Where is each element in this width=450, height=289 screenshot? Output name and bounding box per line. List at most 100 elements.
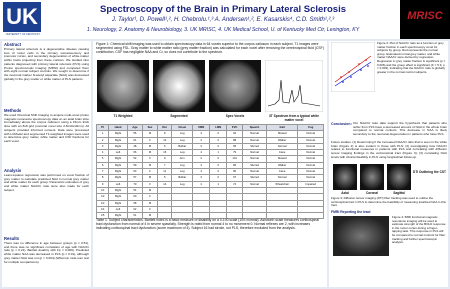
- table-cell: 4: [191, 136, 211, 144]
- column-header: Cog: [297, 123, 324, 132]
- table-cell: Normal: [297, 155, 324, 163]
- badge: MRISC: [407, 10, 443, 22]
- table-cell: 66: [126, 149, 144, 157]
- methods-heading: Methods: [4, 108, 22, 113]
- table-cell: Normal: [297, 168, 324, 176]
- table-cell: 62: [126, 205, 144, 214]
- table-cell: Left: [108, 205, 128, 214]
- analysis-heading: Analysis: [4, 168, 22, 173]
- table-row: 9 Left 70 F 14 Leg 4 1 74 Normal Wheelchair Impaire…: [95, 180, 324, 188]
- table-row: 1 Right 55 M 8 Leg 4 0 92 Normal Slowed Normal: [95, 130, 324, 138]
- figure3-label: Coronal: [365, 191, 379, 195]
- figure3-sub: FMRI Reporting the tract: [331, 210, 371, 214]
- table-cell: Right: [108, 174, 128, 182]
- table-row: C3 Right 58 M: [95, 199, 324, 207]
- table-cell: 4: [191, 130, 211, 138]
- abstract-heading: Abstract: [4, 42, 21, 47]
- table-cell: F: [142, 205, 158, 214]
- table-cell: Right: [108, 155, 128, 163]
- figure3-label: DTI Outlining the CST: [413, 170, 446, 174]
- table-cell: 51: [126, 212, 144, 220]
- table-row: C2 Right 60 F: [95, 193, 324, 201]
- header-row: Pt Hand Age Sex Dur Onset UMN LMN FVC Speech Gait C…: [95, 123, 324, 132]
- table-cell: 3: [191, 155, 211, 163]
- segmented-image: [153, 60, 205, 112]
- figure2-plot: [331, 42, 375, 92]
- table-cell: 59: [126, 161, 144, 170]
- coronal-image: [360, 164, 384, 190]
- table-cell: M: [142, 130, 158, 138]
- table-row: 8 Right 57 M 5 Bulbar 3 0 97 Slurred Normal Normal: [95, 174, 324, 182]
- figure4-caption: Figure 4: fMRI functional magnetic reson…: [392, 215, 446, 245]
- table-cell: 55: [126, 130, 144, 138]
- table-cell: 3: [191, 174, 211, 182]
- figure1-caption: Figure 1: Chemical shift imaging was use…: [96, 42, 324, 54]
- table-cell: Right: [108, 130, 128, 138]
- authors: J. Taylor¹, D. Powell¹,², H. Chebrolu.¹,…: [111, 17, 335, 23]
- table-cell: Normal: [265, 142, 299, 151]
- table-cell: F: [142, 180, 158, 188]
- table-cell: Right: [108, 193, 128, 201]
- table-cell: Normal: [297, 174, 324, 182]
- table-cell: Right: [108, 212, 128, 220]
- column-header: Gait: [265, 123, 299, 132]
- table-cell: F: [142, 168, 158, 176]
- axial-image: [333, 164, 357, 190]
- spectrum: [265, 60, 323, 112]
- table-cell: 57: [126, 174, 144, 182]
- table-cell: M: [142, 142, 158, 151]
- figure1-label: Segmented: [170, 114, 188, 118]
- table-cell: Normal: [265, 174, 299, 182]
- column-header: Hand: [108, 123, 128, 132]
- table-cell: M: [142, 149, 158, 157]
- t1-image: [97, 60, 149, 112]
- table-cell: Walker: [265, 136, 299, 144]
- table-cell: Cane: [265, 168, 299, 176]
- table-cell: 63: [126, 168, 144, 176]
- affiliations: 1. Neurology, 2. Anatomy & Neurobiology,…: [86, 27, 360, 33]
- table-cell: F: [142, 193, 158, 201]
- table-cell: 58: [126, 199, 144, 207]
- title: Spectroscopy of the Brain in Primary Lat…: [99, 4, 347, 15]
- logo-sub: UNIVERSITY OF KENTUCKY: [5, 33, 41, 36]
- table-cell: Wheelchair: [265, 180, 299, 188]
- figure1-label: Spec Voxels: [225, 114, 245, 118]
- table-cell: M: [142, 174, 158, 182]
- column-header: Sex: [142, 123, 158, 132]
- table-cell: 61: [126, 136, 144, 144]
- table-cell: Normal: [297, 161, 324, 170]
- abstract-text: Primary lateral sclerosis is a degenerat…: [4, 47, 89, 81]
- results-heading: Results: [4, 236, 20, 241]
- figure3-label: Axial: [341, 191, 349, 195]
- table-cell: 4: [191, 180, 211, 188]
- table-cell: [265, 212, 299, 220]
- badge-bg: [400, 0, 450, 39]
- table-row: C5 Right 51 M: [95, 212, 324, 220]
- table-cell: Walker: [265, 161, 299, 170]
- table-cell: Impaired: [297, 180, 324, 188]
- fmri-image: [333, 216, 389, 256]
- table-cell: 4: [191, 168, 211, 176]
- table-row: 7 Right 63 F 11 Leg 4 0 90 Normal Cane Normal: [95, 168, 324, 176]
- table-caption: Table 1. Subject characteristics. Bartle…: [96, 218, 319, 230]
- table-cell: 4: [191, 161, 211, 170]
- logo: UK: [3, 2, 41, 32]
- voxel-image: [209, 60, 261, 112]
- figure3-label: Sagittal: [393, 191, 405, 195]
- table-cell: M: [142, 212, 158, 220]
- table-cell: Normal: [297, 142, 324, 151]
- table-cell: Left: [108, 180, 128, 188]
- table-cell: Slowed: [265, 155, 299, 163]
- header: [0, 0, 450, 39]
- table-row: 4 Left 66 M 15 Leg 4 1 79 Normal Cane Normal: [95, 149, 324, 157]
- table-cell: 48: [126, 142, 144, 151]
- future-text: Future studies: (1) Determining if the i…: [331, 140, 447, 159]
- table-cell: [297, 212, 324, 220]
- table-cell: Normal: [297, 130, 324, 138]
- table-cell: Right: [108, 199, 128, 207]
- table-cell: 54: [126, 186, 144, 195]
- table-cell: [191, 212, 211, 220]
- table: Pt Hand Age Sex Dur Onset UMN LMN FVC Speech Gait C…: [95, 123, 324, 220]
- methods-text: We used Chemical Shift Imaging to acquir…: [4, 113, 89, 143]
